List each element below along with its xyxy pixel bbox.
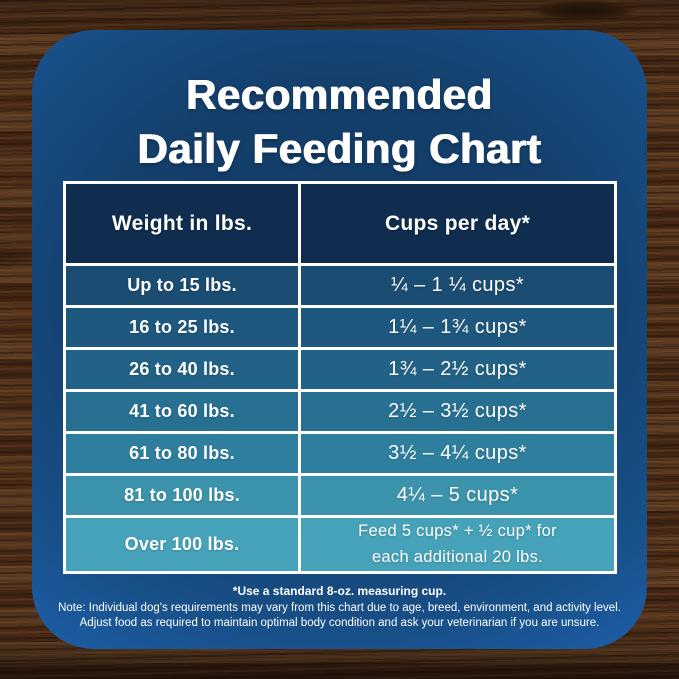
footnote-note-line-2: Adjust food as required to maintain opti… [79, 617, 600, 629]
title-line-2: Daily Feeding Chart [137, 125, 542, 172]
column-header-cups: Cups per day* [301, 184, 614, 263]
title-line-1: Recommended [186, 71, 493, 118]
cups-cell: 1¼ – 1¾ cups* [301, 308, 614, 347]
footnote-note-line-1: Note: Individual dog's requirements may … [58, 602, 621, 614]
weight-cell: 41 to 60 lbs. [66, 392, 298, 431]
footnote-measuring-cup: *Use a standard 8-oz. measuring cup. [232, 584, 447, 598]
weight-cell: Up to 15 lbs. [66, 266, 298, 305]
cups-cell: 2½ – 3½ cups* [301, 392, 614, 431]
weight-cell: 26 to 40 lbs. [66, 350, 298, 389]
weight-cell: 61 to 80 lbs. [66, 434, 298, 473]
weight-cell: Over 100 lbs. [66, 518, 298, 571]
column-header-weight: Weight in lbs. [66, 184, 298, 263]
page-title: Recommended Daily Feeding Chart [0, 68, 679, 176]
cups-cell: Feed 5 cups* + ½ cup* for each additional… [301, 518, 614, 571]
cups-cell: 3½ – 4¼ cups* [301, 434, 614, 473]
cups-cell: 1¾ – 2½ cups* [301, 350, 614, 389]
footnotes: *Use a standard 8-oz. measuring cup. Not… [0, 584, 679, 631]
feeding-table: Weight in lbs. Cups per day* Up to 15 lb… [63, 181, 617, 574]
cups-cell: ¼ – 1 ¼ cups* [301, 266, 614, 305]
weight-cell: 16 to 25 lbs. [66, 308, 298, 347]
cups-cell: 4¼ – 5 cups* [301, 476, 614, 515]
weight-cell: 81 to 100 lbs. [66, 476, 298, 515]
